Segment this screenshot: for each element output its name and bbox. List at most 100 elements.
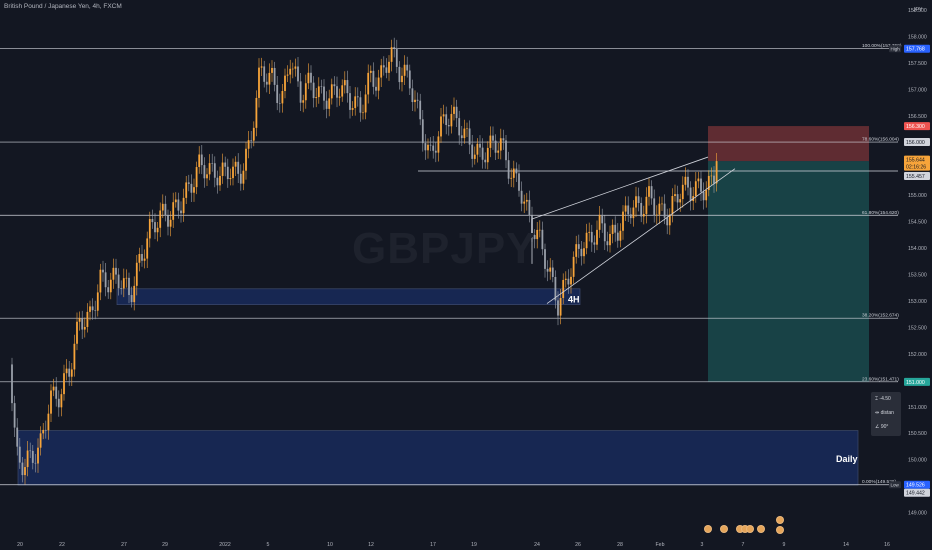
candle-body [395, 48, 398, 67]
fib-level-label: 100.00%(157.769) [862, 43, 902, 49]
candle-body [190, 183, 193, 193]
candle-body [536, 229, 539, 240]
candle-body [310, 72, 312, 83]
time-tick-label: 20 [17, 542, 23, 548]
candle-body [102, 269, 104, 273]
candle-body [289, 68, 292, 75]
candle-body [304, 83, 307, 101]
candle-body [619, 230, 622, 241]
time-tick-label: 2022 [219, 542, 231, 548]
price-tick-label: 158.000 [908, 34, 927, 40]
candle-body [60, 394, 63, 408]
candle-body [224, 162, 227, 167]
level-price-label-bg [904, 171, 930, 180]
candle-body [653, 198, 656, 216]
candle-body [226, 166, 229, 180]
candle-body [208, 163, 211, 175]
candle-body [70, 369, 73, 377]
candle-body [164, 203, 167, 216]
candle-body [679, 199, 682, 203]
candle-body [528, 199, 531, 216]
candle-body [250, 140, 253, 141]
measure-tool-panel[interactable]: ⌶ -4.50 ⇹ distan ∠ 90° [871, 392, 901, 436]
event-icon[interactable] [704, 525, 712, 533]
candles [11, 37, 718, 485]
candle-body [159, 210, 162, 228]
event-icon[interactable] [776, 516, 784, 524]
candle-body [42, 429, 45, 434]
candle-body [68, 368, 71, 377]
candle-body [642, 213, 645, 217]
candle-body [185, 182, 188, 198]
candle-body [710, 175, 713, 177]
candle-body [138, 254, 141, 263]
candle-body [606, 241, 609, 246]
candle-body [507, 160, 510, 179]
candle-body [193, 187, 195, 193]
candle-body [588, 231, 591, 233]
candle-body [83, 326, 86, 330]
event-icon[interactable] [776, 526, 784, 534]
candle-body [154, 222, 156, 233]
candle-body [655, 214, 658, 216]
target-price-label-bg [904, 377, 930, 386]
candle-body [260, 66, 263, 68]
candle-body [16, 427, 19, 447]
candle-body [21, 462, 24, 476]
candle-body [198, 154, 201, 168]
candle-body [440, 116, 442, 137]
candle-body [81, 318, 84, 330]
candle-body [700, 178, 702, 192]
candle-body [195, 167, 198, 188]
candle-body [663, 203, 666, 218]
candle-body [390, 47, 393, 62]
candle-body [362, 112, 364, 114]
candle-body [585, 232, 588, 249]
candle-body [234, 161, 237, 167]
candle-body [393, 47, 396, 49]
candle-body [104, 272, 107, 288]
event-icon[interactable] [757, 525, 765, 533]
price-tick-label: 153.500 [908, 273, 927, 279]
candle-body [333, 84, 336, 87]
price-tick-label: 149.000 [908, 511, 927, 517]
candle-body [489, 135, 492, 148]
candle-body [609, 233, 611, 246]
time-tick-label: 26 [575, 542, 581, 548]
time-tick-label: 28 [617, 542, 623, 548]
candle-body [117, 274, 120, 289]
measure-distance-icon: ⇹ [875, 410, 880, 416]
candle-body [466, 128, 468, 130]
candle-body [91, 306, 94, 311]
event-icon[interactable] [746, 525, 754, 533]
candle-body [375, 86, 377, 91]
candle-body [359, 97, 362, 113]
candle-body [323, 86, 325, 101]
candle-body [705, 190, 708, 201]
candle-body [505, 140, 507, 161]
candle-body [39, 433, 42, 448]
candle-body [497, 150, 500, 153]
candle-body [278, 103, 281, 104]
candle-body [200, 154, 203, 166]
candle-body [403, 64, 406, 76]
candle-body [120, 288, 123, 289]
event-icon[interactable] [720, 525, 728, 533]
stop-price-label: 156.300 [906, 124, 925, 130]
candle-body [479, 143, 481, 148]
zone-label-daily: Daily [836, 454, 858, 464]
candle-body [252, 127, 255, 141]
candle-body [65, 368, 68, 374]
last-price-label: 155.644 [906, 158, 925, 164]
candle-body [221, 162, 224, 176]
candle-body [645, 196, 648, 214]
candle-body [380, 65, 383, 78]
candle-body [211, 163, 214, 164]
candle-body [367, 72, 370, 95]
candle-body [94, 310, 97, 311]
candle-body [598, 214, 601, 230]
candle-body [671, 196, 674, 215]
candle-body [63, 373, 65, 395]
candle-body [616, 232, 619, 241]
